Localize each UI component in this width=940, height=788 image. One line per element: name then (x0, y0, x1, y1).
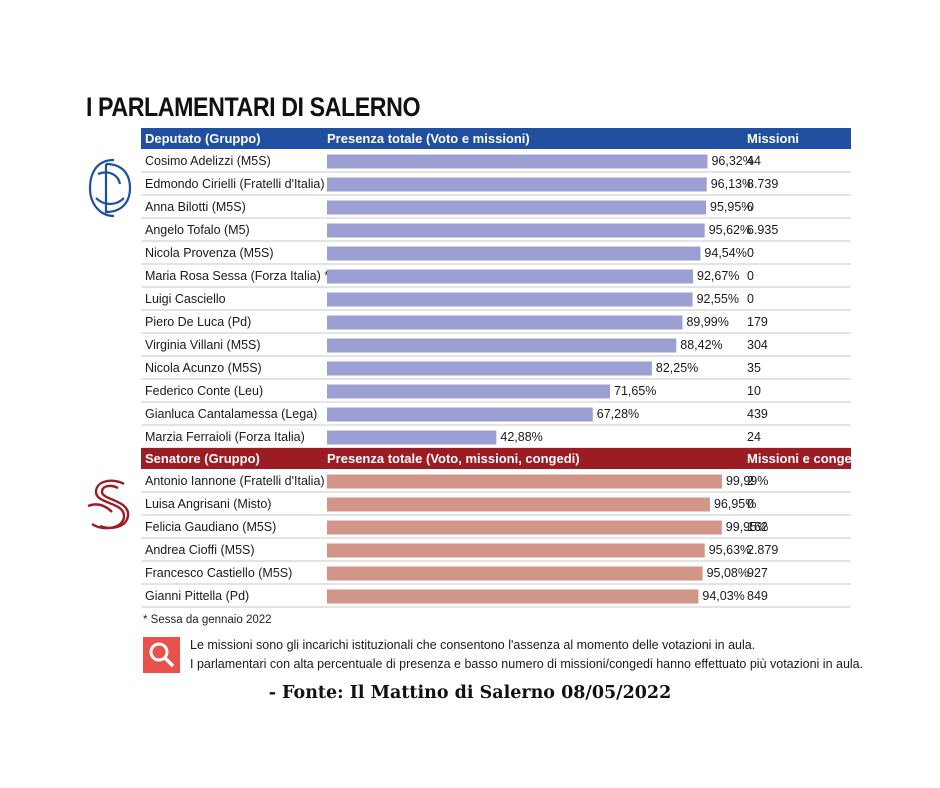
presence-bar (327, 361, 652, 376)
row-name: Francesco Castiello (M5S) (145, 566, 292, 580)
presence-bar (327, 384, 611, 399)
row-name: Gianni Pittella (Pd) (145, 589, 249, 603)
presence-label: 95,63% (709, 543, 751, 557)
presence-bar (327, 292, 693, 307)
presence-label: 95,95% (710, 200, 752, 214)
row-extra-value: 0 (747, 246, 754, 260)
row-extra-value: 0 (747, 292, 754, 306)
row-name: Anna Bilotti (M5S) (145, 200, 246, 214)
row-extra-value: 0 (747, 200, 754, 214)
row-extra-value: 304 (747, 338, 768, 352)
presence-bar (327, 223, 705, 238)
row-name: Marzia Ferraioli (Forza Italia) (145, 430, 305, 444)
presence-label: 99,99% (726, 474, 768, 488)
presence-label: 94,54% (704, 246, 746, 260)
presence-bar (327, 177, 707, 192)
camera-deputati-emblem-icon (88, 158, 132, 218)
presence-bar (327, 430, 497, 445)
presence-label: 82,25% (656, 361, 698, 375)
info-note-line-1: Le missioni sono gli incarichi istituzio… (190, 638, 756, 652)
header-name-col: Senatore (Gruppo) (145, 451, 260, 466)
section-header-band (141, 128, 851, 149)
presence-label: 67,28% (597, 407, 639, 421)
header-extra-col: Missioni (747, 131, 799, 146)
presence-label: 89,99% (686, 315, 728, 329)
row-extra-value: 44 (747, 154, 761, 168)
row-name: Maria Rosa Sessa (Forza Italia) * (145, 269, 329, 283)
row-extra-value: 162 (747, 520, 768, 534)
presence-bar (327, 269, 694, 284)
row-name: Nicola Provenza (M5S) (145, 246, 274, 260)
row-name: Piero De Luca (Pd) (145, 315, 251, 329)
presence-label: 92,55% (697, 292, 739, 306)
presence-label: 99,95% (726, 520, 768, 534)
header-value-col: Presenza totale (Voto e missioni) (327, 131, 530, 146)
presence-bar (327, 154, 708, 169)
row-name: Angelo Tofalo (M5) (145, 223, 250, 237)
section-header-band (141, 448, 851, 469)
presence-bar (327, 566, 703, 581)
presence-label: 42,88% (500, 430, 542, 444)
presence-bar (327, 543, 705, 558)
row-name: Edmondo Cirielli (Fratelli d'Italia) (145, 177, 325, 191)
row-extra-value: 0 (747, 269, 754, 283)
row-name: Andrea Cioffi (M5S) (145, 543, 255, 557)
row-name: Nicola Acunzo (M5S) (145, 361, 262, 375)
row-name: Virginia Villani (M5S) (145, 338, 261, 352)
presence-label: 88,42% (680, 338, 722, 352)
row-name: Gianluca Cantalamessa (Lega) (145, 407, 317, 421)
presence-label: 96,13% (711, 177, 753, 191)
row-name: Felicia Gaudiano (M5S) (145, 520, 276, 534)
header-value-col: Presenza totale (Voto, missioni, congedi… (327, 451, 580, 466)
presence-bar (327, 315, 683, 330)
presence-bar (327, 407, 593, 422)
row-extra-value: 179 (747, 315, 768, 329)
source-credit: - Fonte: Il Mattino di Salerno 08/05/202… (268, 683, 672, 703)
row-extra-value: 927 (747, 566, 768, 580)
header-name-col: Deputato (Gruppo) (145, 131, 261, 146)
row-name: Federico Conte (Leu) (145, 384, 263, 398)
presence-bar (327, 520, 722, 535)
presence-label: 71,65% (614, 384, 656, 398)
presence-bar (327, 474, 722, 489)
presence-label: 94,03% (702, 589, 744, 603)
search-icon-box (143, 637, 180, 673)
info-note-line-2: I parlamentari con alta percentuale di p… (190, 657, 864, 671)
presence-label: 95,08% (707, 566, 749, 580)
presence-label: 92,67% (697, 269, 739, 283)
search-icon (149, 642, 174, 667)
senato-emblem-icon (87, 479, 130, 530)
attendance-chart: Deputato (Gruppo) Presenza totale (Voto e… (141, 128, 863, 608)
row-extra-value: 439 (747, 407, 768, 421)
row-extra-value: 2.879 (747, 543, 778, 557)
presence-bar (327, 338, 677, 353)
presence-bar (327, 589, 699, 604)
presence-label: 96,95% (714, 497, 756, 511)
row-extra-value: 10 (747, 384, 761, 398)
row-name: Cosimo Adelizzi (M5S) (145, 154, 271, 168)
row-extra-value: 0 (747, 497, 754, 511)
row-extra-value: 6.935 (747, 223, 778, 237)
row-name: Luisa Angrisani (Misto) (145, 497, 271, 511)
row-name: Luigi Casciello (145, 292, 226, 306)
info-note: Le missioni sono gli incarichi istituzio… (190, 636, 863, 674)
presence-bar (327, 246, 701, 261)
row-extra-value: 8.739 (747, 177, 778, 191)
row-extra-value: 35 (747, 361, 761, 375)
footnote: * Sessa da gennaio 2022 (143, 614, 272, 626)
presence-label: 95,62% (709, 223, 751, 237)
row-extra-value: 2 (747, 474, 754, 488)
row-name: Antonio Iannone (Fratelli d'Italia) (145, 474, 325, 488)
presence-bar (327, 200, 707, 215)
page-title: I PARLAMENTARI DI SALERNO (86, 92, 421, 122)
presence-label: 96,32% (711, 154, 753, 168)
presence-bar (327, 497, 710, 512)
row-extra-value: 24 (747, 430, 761, 444)
row-extra-value: 849 (747, 589, 768, 603)
header-extra-col: Missioni e congedi (747, 451, 863, 466)
